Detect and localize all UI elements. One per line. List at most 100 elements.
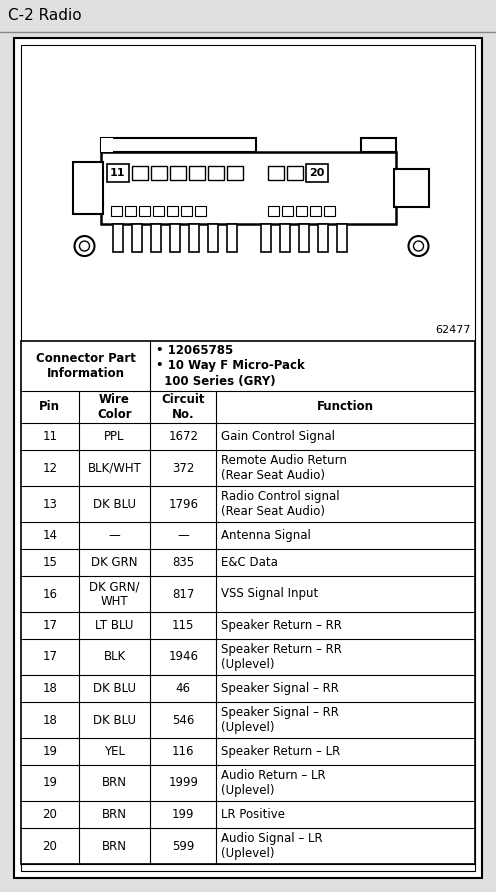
Text: 116: 116 — [172, 745, 194, 758]
Text: 15: 15 — [42, 556, 57, 569]
Bar — [101, 152, 395, 224]
Text: 18: 18 — [42, 714, 57, 726]
Bar — [167, 206, 178, 216]
Text: 17: 17 — [42, 619, 58, 632]
Text: 835: 835 — [172, 556, 194, 569]
Text: Speaker Signal – RR: Speaker Signal – RR — [221, 682, 339, 695]
Text: • 12065785
• 10 Way F Micro-Pack
  100 Series (GRY): • 12065785 • 10 Way F Micro-Pack 100 Ser… — [156, 344, 305, 387]
Text: 13: 13 — [42, 498, 57, 510]
Text: VSS Signal Input: VSS Signal Input — [221, 588, 318, 600]
Text: BRN: BRN — [102, 808, 127, 821]
Text: 62477: 62477 — [435, 325, 471, 335]
Bar — [131, 166, 147, 180]
Bar — [124, 206, 135, 216]
Text: 599: 599 — [172, 839, 194, 853]
Text: E&C Data: E&C Data — [221, 556, 278, 569]
Text: DK GRN/
WHT: DK GRN/ WHT — [89, 580, 140, 608]
Circle shape — [409, 236, 429, 256]
Bar — [188, 166, 204, 180]
Text: 19: 19 — [42, 745, 58, 758]
Text: Pin: Pin — [39, 401, 61, 414]
Text: 20: 20 — [42, 839, 57, 853]
Text: 11: 11 — [110, 168, 125, 178]
Bar — [317, 224, 327, 252]
Text: 12: 12 — [42, 461, 58, 475]
Text: —: — — [178, 529, 189, 542]
Text: Gain Control Signal: Gain Control Signal — [221, 430, 335, 443]
Bar — [227, 224, 237, 252]
Bar — [296, 206, 307, 216]
Bar — [188, 224, 198, 252]
Bar — [287, 166, 303, 180]
Text: LR Positive: LR Positive — [221, 808, 285, 821]
Text: Audio Return – LR
(Uplevel): Audio Return – LR (Uplevel) — [221, 769, 326, 797]
Bar — [207, 224, 218, 252]
Bar — [181, 206, 191, 216]
Text: Radio Control signal
(Rear Seat Audio): Radio Control signal (Rear Seat Audio) — [221, 490, 340, 518]
Bar — [310, 206, 321, 216]
Text: 817: 817 — [172, 588, 194, 600]
Text: DK BLU: DK BLU — [93, 682, 136, 695]
Bar — [101, 138, 255, 152]
Bar — [101, 138, 113, 152]
Text: 1946: 1946 — [168, 650, 198, 664]
Text: LT BLU: LT BLU — [95, 619, 134, 632]
Text: Speaker Return – LR: Speaker Return – LR — [221, 745, 340, 758]
Text: 1999: 1999 — [168, 777, 198, 789]
Text: Connector Part
Information: Connector Part Information — [36, 352, 135, 380]
Text: 20: 20 — [309, 168, 324, 178]
Bar — [194, 206, 205, 216]
Circle shape — [414, 241, 424, 251]
Text: DK GRN: DK GRN — [91, 556, 138, 569]
Text: YEL: YEL — [104, 745, 125, 758]
Bar — [107, 164, 128, 182]
Text: 1672: 1672 — [168, 430, 198, 443]
Text: —: — — [109, 529, 121, 542]
Text: Speaker Signal – RR
(Uplevel): Speaker Signal – RR (Uplevel) — [221, 706, 339, 734]
Text: 546: 546 — [172, 714, 194, 726]
Bar — [306, 164, 328, 182]
Text: Antenna Signal: Antenna Signal — [221, 529, 311, 542]
Bar — [280, 224, 290, 252]
Text: DK BLU: DK BLU — [93, 498, 136, 510]
Circle shape — [74, 236, 95, 256]
Text: BLK: BLK — [103, 650, 125, 664]
Bar — [393, 169, 429, 207]
Bar — [227, 166, 243, 180]
Bar — [324, 206, 335, 216]
Text: Circuit
No.: Circuit No. — [162, 393, 205, 421]
Bar — [21, 341, 475, 864]
Text: 1796: 1796 — [168, 498, 198, 510]
Text: 115: 115 — [172, 619, 194, 632]
Bar — [131, 224, 141, 252]
Bar — [72, 162, 103, 214]
Bar — [0, 0, 496, 32]
Text: BRN: BRN — [102, 777, 127, 789]
Bar — [170, 166, 186, 180]
Text: 17: 17 — [42, 650, 58, 664]
Bar — [260, 224, 270, 252]
Text: 14: 14 — [42, 529, 58, 542]
Bar — [207, 166, 224, 180]
Text: Function: Function — [317, 401, 374, 414]
Text: C-2 Radio: C-2 Radio — [8, 9, 82, 23]
Bar — [282, 206, 293, 216]
Bar — [150, 224, 161, 252]
Bar — [113, 224, 123, 252]
Bar — [111, 206, 122, 216]
Text: BRN: BRN — [102, 839, 127, 853]
Circle shape — [79, 241, 89, 251]
Text: 20: 20 — [42, 808, 57, 821]
Text: 19: 19 — [42, 777, 58, 789]
Text: DK BLU: DK BLU — [93, 714, 136, 726]
Bar — [361, 138, 395, 152]
Text: Speaker Return – RR
(Uplevel): Speaker Return – RR (Uplevel) — [221, 643, 342, 671]
Text: 18: 18 — [42, 682, 57, 695]
Bar — [268, 206, 279, 216]
Text: 16: 16 — [42, 588, 58, 600]
Bar — [152, 206, 164, 216]
Text: 372: 372 — [172, 461, 194, 475]
Text: PPL: PPL — [104, 430, 125, 443]
Text: Remote Audio Return
(Rear Seat Audio): Remote Audio Return (Rear Seat Audio) — [221, 454, 347, 482]
Text: 46: 46 — [176, 682, 191, 695]
